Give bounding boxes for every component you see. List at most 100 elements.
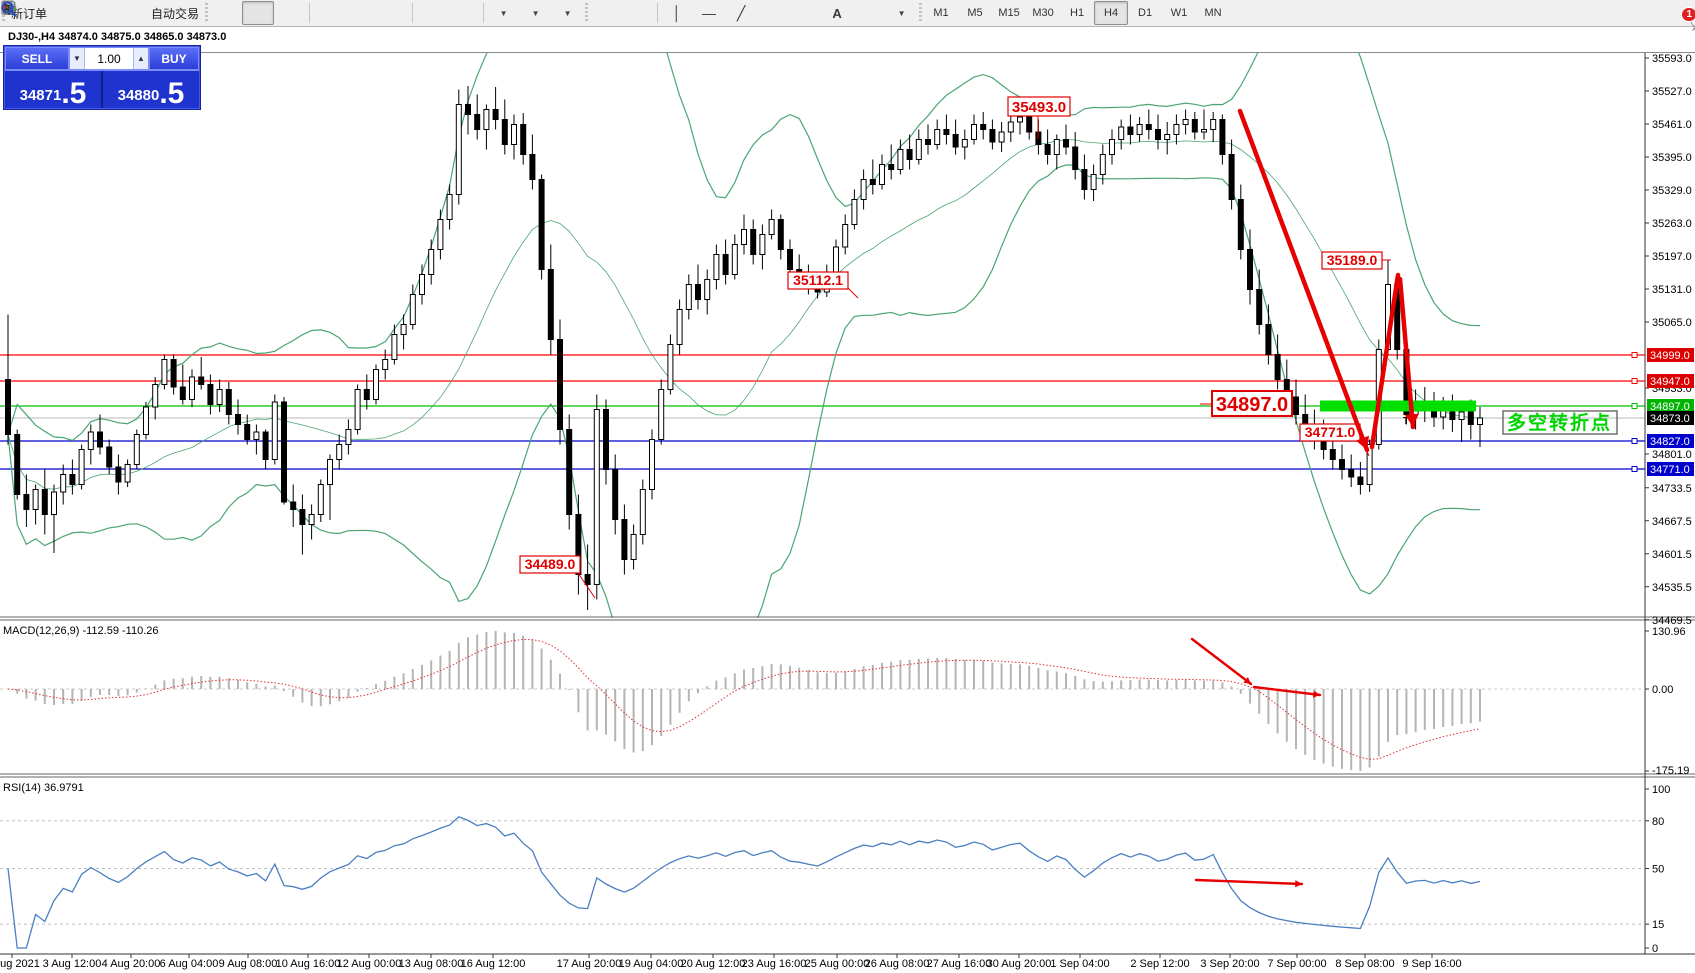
chart-shift-button[interactable] (1, 1, 480, 25)
svg-text:9 Sep 16:00: 9 Sep 16:00 (1402, 958, 1461, 970)
line-handle[interactable] (1631, 352, 1638, 358)
turning-point-label[interactable]: 多空转折点 (1502, 410, 1618, 435)
bollinger-bands (7, 53, 1481, 618)
add-indicator-button[interactable]: ▼ (1, 1, 519, 25)
timeframe-h1[interactable]: H1 (1070, 7, 1085, 19)
price-tag-34999.0 (1647, 348, 1694, 362)
svg-text:34801.0: 34801.0 (1652, 449, 1692, 461)
volume-decrease-button[interactable]: ▼ (70, 48, 85, 69)
svg-text:34999.0: 34999.0 (1650, 350, 1690, 362)
chevron-down-icon: ▼ (499, 8, 508, 18)
autotrading-button[interactable]: 自动交易 (1, 1, 203, 25)
sell-price[interactable]: 34871.5 (5, 71, 101, 109)
annotation-price-label[interactable]: 35189.0 (1321, 251, 1391, 270)
svg-text:27 Aug 16:00: 27 Aug 16:00 (927, 958, 992, 970)
svg-text:34947.0: 34947.0 (1650, 376, 1690, 388)
buy-button[interactable]: BUY (149, 47, 199, 70)
svg-text:2 Aug 2021: 2 Aug 2021 (0, 958, 40, 970)
line-handle[interactable] (1631, 378, 1638, 384)
chart-canvas[interactable]: 35593.0 35527.0 35461.0 35395.0 35329.0 35263… (0, 26, 1695, 973)
search-icon[interactable] (0, 0, 18, 18)
svg-text:8 Sep 08:00: 8 Sep 08:00 (1335, 958, 1394, 970)
trendline-tool-button[interactable]: ╱ (736, 5, 746, 21)
annotation-price-label[interactable]: 35493.0 (1007, 96, 1071, 139)
main-toolbar: 新订单 自动交易 ▼ ▼ ▼ │ — ╱ E F A T ▼ M1 M5 M15 M3… (0, 0, 1695, 31)
svg-text:35593.0: 35593.0 (1652, 53, 1692, 65)
autotrading-label: 自动交易 (151, 6, 200, 21)
svg-text:35263.0: 35263.0 (1652, 218, 1692, 230)
auto-scroll-button[interactable] (1, 1, 448, 25)
bar-chart-button[interactable] (2, 1, 242, 25)
candlestick-chart-button[interactable] (2, 1, 275, 25)
svg-text:34601.5: 34601.5 (1652, 549, 1692, 561)
volume-input[interactable] (85, 48, 133, 69)
line-handle[interactable] (1631, 403, 1638, 409)
svg-text:1 Sep 04:00: 1 Sep 04:00 (1050, 958, 1109, 970)
signal-button[interactable] (1, 1, 147, 25)
channel-tool-button[interactable]: E (1, 1, 789, 25)
annotation-price-label[interactable]: 34897.0 (1200, 390, 1293, 417)
svg-text:34771.0: 34771.0 (1305, 424, 1356, 440)
svg-text:6 Aug 04:00: 6 Aug 04:00 (160, 958, 219, 970)
crosshair-tool-button[interactable] (1, 1, 654, 25)
svg-text:30 Aug 20:00: 30 Aug 20:00 (987, 958, 1052, 970)
annotation-price-label[interactable]: 35112.1 (787, 271, 859, 299)
svg-text:0.00: 0.00 (1652, 684, 1673, 696)
svg-text:35329.0: 35329.0 (1652, 185, 1692, 197)
trend-arrows-main[interactable] (1237, 108, 1419, 453)
line-chart-button[interactable] (1, 1, 306, 25)
svg-text:10 Aug 16:00: 10 Aug 16:00 (276, 958, 341, 970)
volume-increase-button[interactable]: ▲ (133, 48, 148, 69)
zoom-in-button[interactable] (2, 1, 345, 25)
line-handle[interactable] (1631, 466, 1638, 472)
price-tag-34897.0 (1647, 399, 1694, 413)
svg-text:35197.0: 35197.0 (1652, 251, 1692, 263)
svg-text:35131.0: 35131.0 (1652, 284, 1692, 296)
trend-arrows-rsi[interactable] (1194, 878, 1304, 888)
trend-arrows-macd[interactable] (1190, 637, 1322, 698)
periods-button[interactable]: ▼ (1, 1, 551, 25)
timeframe-d1[interactable]: D1 (1138, 7, 1153, 19)
vertical-line-tool-button[interactable]: │ (672, 5, 682, 21)
svg-text:9 Aug 08:00: 9 Aug 08:00 (219, 958, 278, 970)
timeframe-h4[interactable]: H4 (1094, 1, 1129, 25)
buy-price[interactable]: 34880.5 (101, 71, 199, 109)
svg-text:130.96: 130.96 (1652, 626, 1686, 638)
horizontal-line-tool-button[interactable]: — (702, 5, 717, 21)
toolbar-grip[interactable] (585, 3, 589, 23)
text-tool-button[interactable]: A (832, 5, 842, 21)
terminal-button[interactable] (1, 1, 115, 25)
price-tag-34827.0 (1647, 434, 1694, 448)
chevron-down-icon: ▼ (897, 8, 906, 18)
svg-text:7 Sep 00:00: 7 Sep 00:00 (1267, 958, 1326, 970)
cursor-tool-button[interactable] (3, 1, 622, 25)
svg-text:26 Aug 08:00: 26 Aug 08:00 (865, 958, 930, 970)
zoom-out-button[interactable] (2, 1, 377, 25)
timeframe-m5[interactable]: M5 (967, 7, 983, 19)
svg-text:RSI(14) 36.9791: RSI(14) 36.9791 (3, 782, 84, 794)
fibonacci-tool-button[interactable]: F (2, 1, 821, 25)
toolbar-grip[interactable] (205, 3, 209, 23)
timeframe-group: M1 M5 M15 M30 H1 H4 D1 W1 MN (924, 1, 1230, 25)
line-handle[interactable] (1631, 438, 1638, 444)
svg-text:34469.5: 34469.5 (1652, 615, 1692, 627)
t-marker: T (1403, 416, 1409, 427)
timeframe-m1[interactable]: M1 (933, 7, 949, 19)
timeframe-mn[interactable]: MN (1204, 7, 1222, 19)
text-label-tool-button[interactable]: T (1, 1, 885, 25)
timeframe-w1[interactable]: W1 (1170, 7, 1188, 19)
arrows-tool-button[interactable]: ▼ (1, 1, 917, 25)
quick-trade-button[interactable] (1, 1, 83, 25)
svg-text:34535.5: 34535.5 (1652, 582, 1692, 594)
timeframe-m30[interactable]: M30 (1032, 7, 1054, 19)
annotation-price-label[interactable]: 34489.0 (519, 555, 596, 599)
chart-window[interactable]: 35593.0 35527.0 35461.0 35395.0 35329.0 35263… (0, 26, 1695, 973)
toolbar-grip[interactable] (919, 3, 923, 23)
svg-text:34667.5: 34667.5 (1652, 516, 1692, 528)
sell-button[interactable]: SELL (5, 47, 69, 70)
support-highlight-bar[interactable] (1320, 400, 1476, 412)
timeframe-m15[interactable]: M15 (998, 7, 1020, 19)
templates-button[interactable]: ▼ (1, 1, 583, 25)
tile-windows-button[interactable] (1, 1, 409, 25)
chevron-down-icon: ▼ (531, 8, 540, 18)
